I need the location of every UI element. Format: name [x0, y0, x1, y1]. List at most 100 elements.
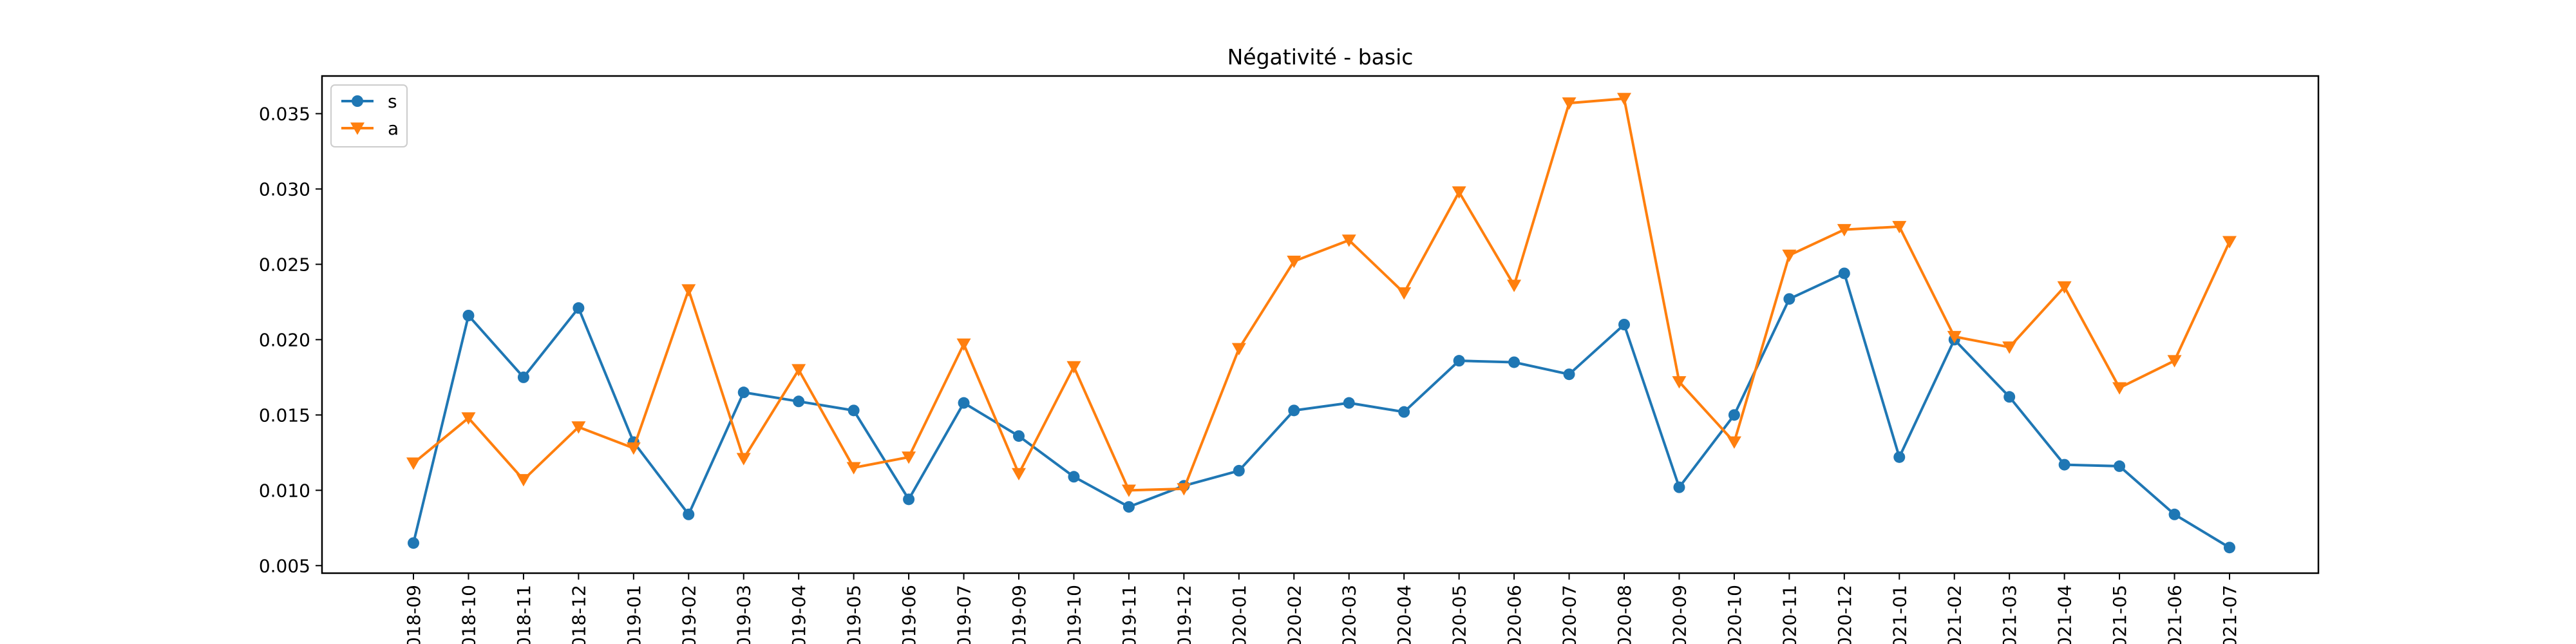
x-tick-label: 2021-06: [2164, 585, 2186, 644]
x-axis: 2018-09 2018-10 2018-11 2018-12 2019-01 2019-…: [403, 573, 2240, 644]
data-point-a: [1947, 330, 1962, 344]
data-point-s: [737, 386, 750, 399]
y-tick-label: 0.015: [259, 404, 310, 426]
x-tick-label: 2019-04: [788, 585, 810, 644]
x-tick-label: 2020-05: [1449, 585, 1470, 644]
x-tick-label: 2019-05: [844, 585, 865, 644]
y-tick-label: 0.030: [259, 178, 310, 200]
data-point-s: [1233, 464, 1245, 477]
data-point-a: [2167, 355, 2182, 368]
data-point-a: [461, 412, 476, 425]
data-point-a: [1672, 376, 1687, 389]
plot-frame: [321, 75, 2320, 574]
data-point-a: [1397, 287, 1412, 300]
data-point-s: [1068, 471, 1080, 483]
x-tick-label: 2018-10: [458, 585, 479, 644]
data-point-s: [1563, 368, 1575, 381]
data-point-a: [516, 474, 531, 487]
data-point-a: [1837, 223, 1852, 237]
data-point-a: [1066, 361, 1081, 374]
x-tick-label: 2021-04: [2054, 585, 2076, 644]
data-point-s: [408, 537, 419, 549]
data-point-a: [1341, 234, 1356, 247]
x-tick-label: 2020-11: [1779, 585, 1800, 644]
x-tick-label: 2021-07: [2219, 585, 2240, 644]
y-tick-label: 0.010: [259, 480, 310, 501]
data-point-s: [462, 309, 475, 321]
x-tick-label: 2020-03: [1339, 585, 1360, 644]
data-point-s: [683, 508, 695, 520]
x-tick-label: 2019-01: [623, 585, 645, 644]
data-point-a: [1231, 343, 1246, 355]
data-point-s: [573, 302, 585, 314]
x-tick-label: 2018-11: [513, 585, 535, 644]
data-point-a: [1287, 255, 1302, 269]
data-point-a: [1452, 186, 1466, 199]
data-point-s: [2114, 460, 2126, 472]
x-tick-label: 2019-03: [734, 585, 755, 644]
x-tick-label: 2020-10: [1724, 585, 1745, 644]
data-point-a: [846, 462, 861, 475]
data-point-a: [406, 457, 421, 470]
data-point-a: [626, 442, 641, 455]
data-point-a: [1177, 483, 1191, 496]
data-point-s: [1728, 409, 1740, 421]
y-tick-label: 0.020: [259, 329, 310, 350]
data-point-a: [1892, 221, 1907, 234]
legend-marker: [350, 122, 365, 135]
data-point-s: [793, 395, 805, 408]
x-tick-label: 2018-09: [403, 585, 424, 644]
x-tick-label: 2020-09: [1669, 585, 1690, 644]
legend: sa: [330, 84, 408, 147]
legend-label: a: [388, 118, 399, 139]
x-tick-label: 2018-12: [568, 585, 589, 644]
data-point-s: [1122, 501, 1135, 513]
x-tick-label: 2020-02: [1283, 585, 1305, 644]
data-point-s: [1013, 430, 1025, 442]
legend-marker: [352, 95, 363, 107]
data-point-s: [1838, 267, 1850, 279]
data-point-a: [956, 338, 971, 351]
x-tick-label: 2019-07: [954, 585, 975, 644]
data-point-a: [2057, 281, 2072, 294]
x-tick-label: 2020-06: [1504, 585, 1525, 644]
series-s: [408, 267, 2235, 554]
data-point-a: [1782, 249, 1797, 262]
x-tick-label: 2021-03: [1999, 585, 2020, 644]
data-point-a: [2222, 236, 2237, 249]
x-tick-label: 2021-05: [2109, 585, 2130, 644]
data-point-s: [2003, 391, 2016, 403]
y-tick-label: 0.005: [259, 555, 310, 576]
x-tick-label: 2020-04: [1394, 585, 1415, 644]
legend-entry-s: s: [341, 91, 397, 112]
data-point-s: [1618, 319, 1630, 330]
data-point-a: [1562, 97, 1577, 110]
data-point-a: [1012, 468, 1026, 481]
data-point-s: [1453, 355, 1465, 367]
data-point-s: [903, 493, 915, 506]
x-tick-label: 2019-02: [678, 585, 699, 644]
data-point-a: [1121, 484, 1136, 497]
legend-label: s: [388, 91, 397, 112]
y-tick-label: 0.025: [259, 254, 310, 275]
chart-title: Négativité - basic: [1227, 44, 1414, 70]
data-point-s: [958, 397, 970, 409]
x-tick-label: 2019-12: [1173, 585, 1195, 644]
data-point-s: [2058, 459, 2070, 471]
x-tick-label: 2020-12: [1834, 585, 1855, 644]
x-tick-label: 2019-09: [1009, 585, 1030, 644]
y-tick-label: 0.035: [259, 103, 310, 124]
data-point-s: [1508, 356, 1520, 368]
data-point-s: [1783, 293, 1795, 305]
data-point-s: [2224, 542, 2235, 554]
x-tick-label: 2021-02: [1944, 585, 1965, 644]
data-point-a: [681, 284, 696, 297]
y-axis: 0.005 0.010 0.015 0.020 0.025 0.030 0.035: [259, 103, 322, 576]
x-tick-label: 2020-01: [1229, 585, 1250, 644]
data-point-s: [517, 371, 529, 383]
series-a: [406, 93, 2237, 497]
data-point-a: [2002, 341, 2017, 354]
x-tick-label: 2019-10: [1063, 585, 1084, 644]
x-tick-label: 2019-11: [1119, 585, 1140, 644]
